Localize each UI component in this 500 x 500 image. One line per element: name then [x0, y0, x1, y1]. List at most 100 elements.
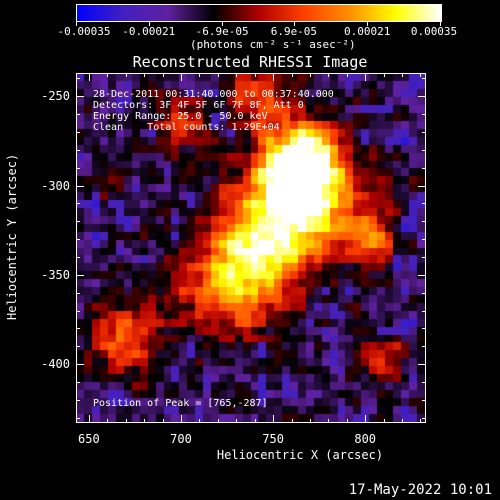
- x-tick-label: 650: [78, 432, 100, 446]
- colorbar-tick: [222, 21, 224, 26]
- y-minor-tick: [422, 167, 426, 169]
- y-minor-tick: [422, 417, 426, 419]
- y-tick: [418, 96, 426, 98]
- x-minor-tick: [236, 419, 238, 423]
- y-minor-tick: [422, 381, 426, 383]
- x-minor-tick: [346, 73, 348, 77]
- y-minor-tick: [422, 149, 426, 151]
- y-minor-tick: [422, 203, 426, 205]
- x-minor-tick: [144, 419, 146, 423]
- y-minor-tick: [76, 417, 80, 419]
- y-minor-tick: [422, 346, 426, 348]
- x-minor-tick: [107, 73, 109, 77]
- y-minor-tick: [422, 114, 426, 116]
- chart-title: Reconstructed RHESSI Image: [132, 53, 368, 71]
- x-tick: [365, 415, 367, 423]
- y-tick-label: -350: [41, 267, 70, 282]
- peak-position-label: Position of Peak = [765,-287]: [93, 398, 268, 409]
- y-tick: [76, 274, 84, 276]
- x-minor-tick: [199, 419, 201, 423]
- y-minor-tick: [422, 78, 426, 80]
- colorbar-tick-label: -0.00021: [122, 25, 176, 38]
- y-minor-tick: [76, 239, 80, 241]
- y-minor-tick: [76, 114, 80, 116]
- x-minor-tick: [328, 419, 330, 423]
- heatmap-image: [77, 74, 425, 422]
- y-minor-tick: [422, 292, 426, 294]
- x-tick: [273, 73, 275, 81]
- x-minor-tick: [107, 419, 109, 423]
- colorbar-tick: [148, 21, 150, 26]
- y-minor-tick: [422, 131, 426, 133]
- y-tick-label: -400: [41, 357, 70, 372]
- y-minor-tick: [422, 399, 426, 401]
- colorbar-tick-label: 0.00021: [344, 25, 391, 38]
- x-tick: [181, 73, 182, 81]
- x-tick-label: 700: [170, 432, 192, 446]
- x-minor-tick: [346, 419, 348, 423]
- colorbar-tick-label: -0.00035: [57, 25, 111, 38]
- x-minor-tick: [291, 419, 293, 423]
- x-minor-tick: [291, 73, 293, 77]
- x-minor-tick: [236, 73, 238, 77]
- annotation-time: 28-Dec-2011 00:31:40.000 to 00:37:40.000: [93, 89, 334, 100]
- timestamp: 17-May-2022 10:01: [348, 482, 492, 498]
- x-tick: [88, 73, 90, 81]
- y-minor-tick: [76, 256, 80, 258]
- y-minor-tick: [76, 221, 80, 223]
- x-tick: [88, 415, 90, 423]
- x-axis-label: Heliocentric X (arcsec): [216, 448, 384, 462]
- y-minor-tick: [76, 346, 80, 348]
- x-minor-tick: [162, 419, 164, 423]
- y-minor-tick: [76, 131, 80, 133]
- y-tick: [76, 185, 84, 187]
- annotation-energy: Energy Range: 25.0 - 50.0 keV: [93, 111, 268, 122]
- colorbar: [76, 4, 442, 22]
- y-minor-tick: [76, 167, 80, 169]
- x-minor-tick: [162, 73, 164, 77]
- colorbar-tick: [76, 21, 77, 26]
- y-tick: [418, 364, 426, 366]
- y-tick: [76, 96, 84, 98]
- colorbar-tick-label: 0.00035: [410, 25, 458, 38]
- y-tick: [418, 274, 426, 276]
- colorbar-tick-label: 6.9e-05: [270, 25, 318, 38]
- x-minor-tick: [217, 419, 219, 423]
- annotation-counts: Clean Total counts: 1.29E+04: [93, 122, 280, 133]
- x-tick: [181, 415, 182, 423]
- colorbar-tick-label: -6.9e-05: [195, 25, 249, 38]
- colorbar-unit: (photons cm⁻² s⁻¹ asec⁻²): [190, 38, 356, 51]
- y-axis-label: Heliocentric Y (arcsec): [5, 153, 19, 320]
- x-minor-tick: [328, 73, 330, 77]
- x-minor-tick: [217, 73, 219, 77]
- y-minor-tick: [76, 292, 80, 294]
- colorbar-tick: [440, 21, 441, 26]
- y-minor-tick: [76, 203, 80, 205]
- y-minor-tick: [422, 256, 426, 258]
- x-tick-label: 800: [354, 432, 377, 446]
- x-minor-tick: [383, 73, 385, 77]
- y-minor-tick: [422, 221, 426, 223]
- y-tick: [76, 364, 84, 366]
- x-minor-tick: [144, 73, 146, 77]
- plot-frame: [76, 73, 426, 423]
- x-minor-tick: [420, 419, 422, 423]
- y-minor-tick: [422, 239, 426, 241]
- x-minor-tick: [254, 419, 256, 423]
- x-minor-tick: [309, 419, 311, 423]
- x-minor-tick: [125, 73, 127, 77]
- y-tick-label: -250: [41, 89, 70, 104]
- x-minor-tick: [420, 73, 422, 77]
- y-minor-tick: [422, 328, 426, 330]
- annotation-detectors: Detectors: 3F 4F 5F 6F 7F 8F, Att 0: [93, 100, 304, 111]
- y-minor-tick: [76, 328, 80, 330]
- x-minor-tick: [402, 73, 404, 77]
- x-tick: [365, 73, 367, 81]
- y-minor-tick: [76, 78, 80, 80]
- x-tick-label: 750: [262, 432, 284, 446]
- x-minor-tick: [199, 73, 201, 77]
- x-minor-tick: [254, 73, 256, 77]
- colorbar-tick: [367, 21, 369, 26]
- y-tick: [418, 185, 426, 187]
- y-minor-tick: [76, 381, 80, 383]
